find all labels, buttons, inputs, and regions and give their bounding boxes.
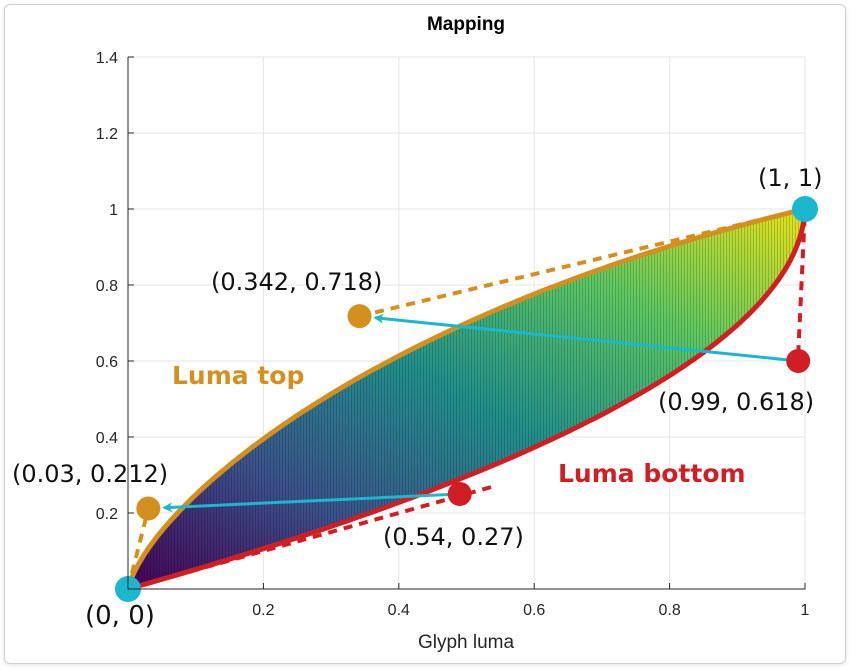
control-point-label-3: (0.54, 0.27)	[383, 523, 524, 551]
chart-title: Mapping	[427, 14, 505, 35]
luma-top-label: Luma top	[172, 361, 304, 390]
control-point-marker	[447, 482, 472, 506]
y-tick-label: 1.4	[96, 50, 118, 67]
axis-ticks: 0.2 0.4 0.6 0.8 1 0.2 0.4 0.6 0.8 1 1.2 1.4	[96, 50, 810, 619]
x-tick-label: 0.6	[523, 602, 545, 619]
luma-bottom-curve	[127, 208, 808, 592]
x-tick-label: 0.8	[658, 602, 680, 619]
control-point-marker	[347, 304, 372, 329]
y-tick-label: 0.4	[96, 430, 118, 447]
y-tick-label: 0.6	[96, 354, 118, 371]
endpoint-origin-label: (0, 0)	[85, 601, 155, 631]
control-polygon-lines	[126, 207, 807, 591]
control-point-label-4: (0.99, 0.618)	[658, 388, 814, 416]
y-tick-label: 1	[109, 202, 118, 219]
x-tick-label: 0.4	[388, 602, 410, 619]
y-tick-label: 1.2	[96, 126, 118, 143]
control-point-marker	[136, 496, 161, 521]
arrow	[162, 492, 460, 513]
endpoint-one-label: (1, 1)	[758, 164, 823, 192]
curve-fill-region	[128, 209, 805, 589]
fill-hatching	[128, 209, 805, 589]
x-axis-label: Glyph luma	[418, 632, 515, 653]
x-tick-label: 1	[801, 602, 810, 619]
arrow	[373, 313, 799, 363]
annotation-arrows	[162, 313, 799, 513]
x-tick-label: 0.2	[252, 602, 274, 619]
y-tick-label: 0.2	[96, 506, 118, 523]
endpoint-marker	[792, 196, 818, 222]
luma-top-curve	[125, 206, 806, 590]
control-point-label-2: (0.342, 0.718)	[211, 268, 382, 296]
control-dash-line	[359, 207, 806, 319]
control-dash-line	[796, 208, 807, 355]
control-point-marker	[786, 349, 811, 373]
y-tick-label: 0.8	[96, 278, 118, 295]
control-dash-line	[126, 507, 151, 590]
control-point-label-1: (0.03, 0.212)	[12, 460, 168, 488]
mapping-curves	[125, 206, 808, 592]
luma-bottom-label: Luma bottom	[558, 459, 746, 488]
